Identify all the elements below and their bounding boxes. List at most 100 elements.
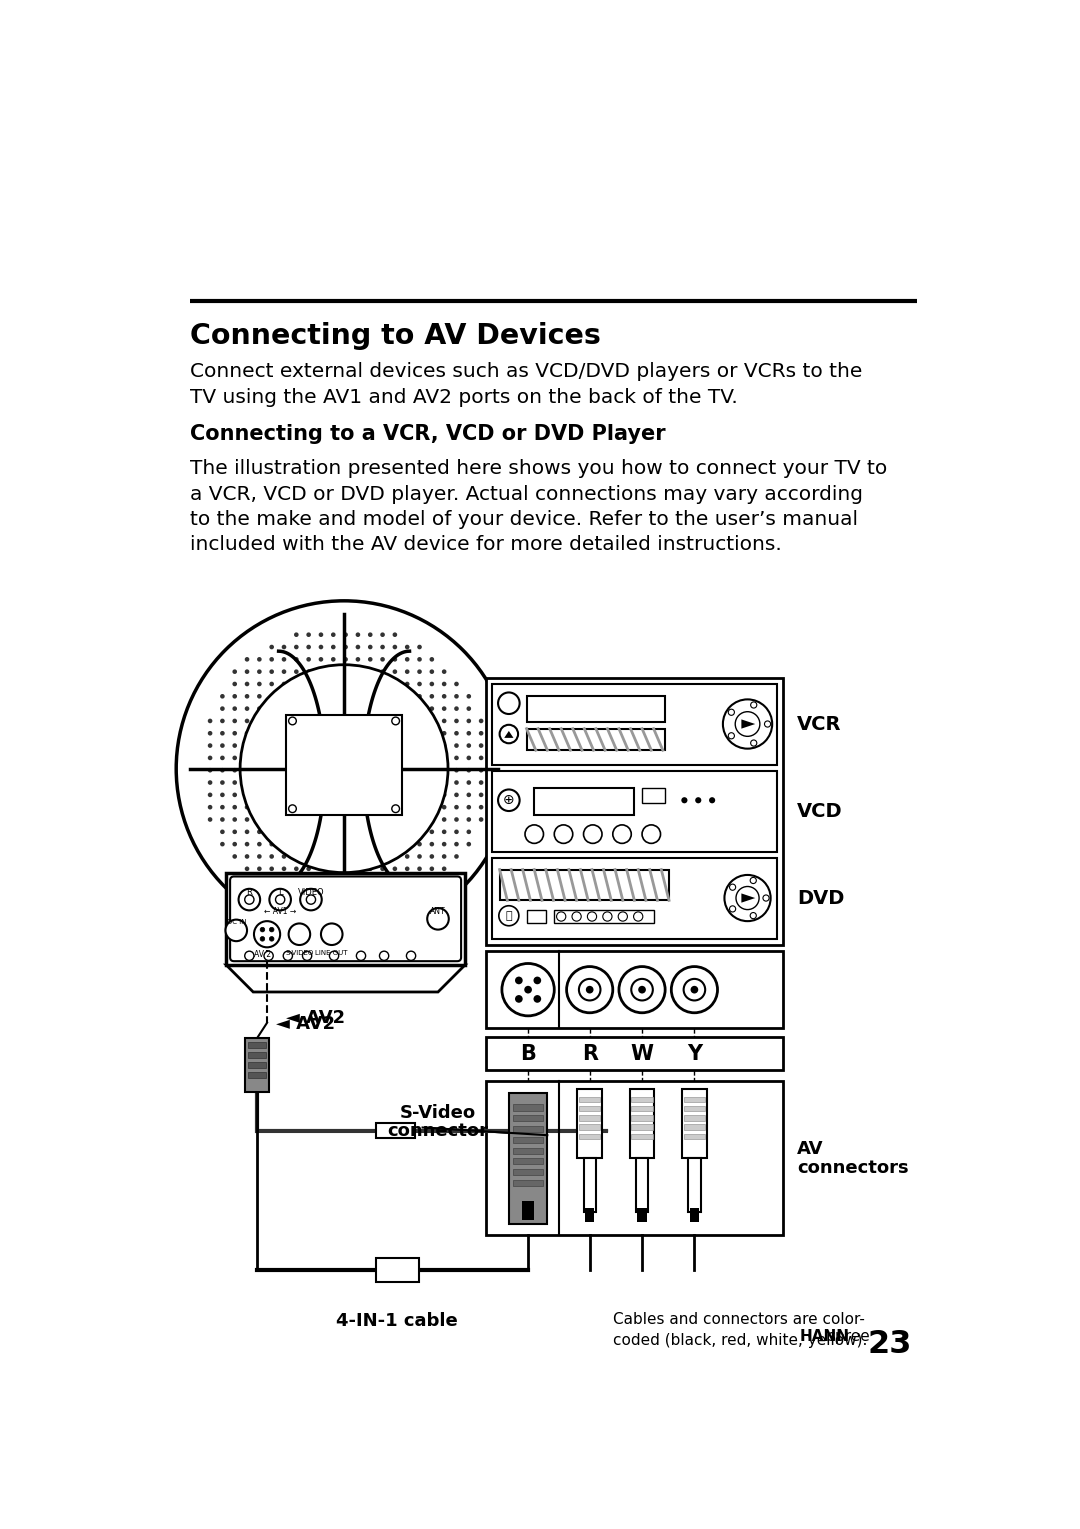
Circle shape <box>220 731 225 735</box>
Circle shape <box>307 891 311 896</box>
Circle shape <box>356 951 366 960</box>
Circle shape <box>478 743 484 748</box>
Circle shape <box>380 645 384 650</box>
Circle shape <box>232 719 237 723</box>
Circle shape <box>380 682 384 687</box>
Circle shape <box>269 830 274 835</box>
Circle shape <box>380 633 384 638</box>
Circle shape <box>405 645 409 650</box>
Circle shape <box>728 732 734 739</box>
Circle shape <box>583 824 602 844</box>
Circle shape <box>294 842 299 847</box>
Circle shape <box>257 804 261 809</box>
Circle shape <box>220 694 225 699</box>
Circle shape <box>467 743 471 748</box>
Circle shape <box>405 855 409 859</box>
Bar <box>486 1081 783 1235</box>
Bar <box>245 1038 269 1092</box>
Circle shape <box>442 768 446 772</box>
Circle shape <box>430 816 434 821</box>
Polygon shape <box>226 965 465 992</box>
Circle shape <box>264 951 273 960</box>
Circle shape <box>368 830 373 835</box>
Circle shape <box>245 731 249 735</box>
Text: R: R <box>582 1044 597 1064</box>
Circle shape <box>207 719 213 723</box>
Circle shape <box>269 645 274 650</box>
Circle shape <box>319 645 323 650</box>
Circle shape <box>294 792 299 797</box>
Circle shape <box>368 867 373 872</box>
Bar <box>247 1052 267 1058</box>
Circle shape <box>343 867 348 872</box>
Circle shape <box>232 743 237 748</box>
Text: L: L <box>278 888 283 898</box>
Circle shape <box>245 816 249 821</box>
Circle shape <box>282 879 286 884</box>
Circle shape <box>467 768 471 772</box>
Circle shape <box>498 693 519 714</box>
Circle shape <box>380 904 384 908</box>
Circle shape <box>288 717 296 725</box>
Circle shape <box>319 682 323 687</box>
Circle shape <box>380 719 384 723</box>
Circle shape <box>442 743 446 748</box>
Circle shape <box>405 842 409 847</box>
Circle shape <box>282 731 286 735</box>
Circle shape <box>392 830 397 835</box>
Circle shape <box>269 891 274 896</box>
Circle shape <box>220 719 225 723</box>
Circle shape <box>405 816 409 821</box>
Circle shape <box>442 842 446 847</box>
Circle shape <box>330 633 336 638</box>
Circle shape <box>405 657 409 662</box>
Circle shape <box>612 824 632 844</box>
Circle shape <box>428 908 449 930</box>
Circle shape <box>455 755 459 760</box>
Bar <box>632 1124 652 1130</box>
Bar <box>527 910 545 924</box>
Circle shape <box>330 670 336 674</box>
Polygon shape <box>741 893 755 902</box>
Circle shape <box>618 911 627 920</box>
Circle shape <box>245 951 254 960</box>
Bar <box>513 1170 543 1176</box>
Circle shape <box>343 891 348 896</box>
Circle shape <box>294 706 299 711</box>
Circle shape <box>294 867 299 872</box>
Circle shape <box>269 804 274 809</box>
Circle shape <box>585 986 594 994</box>
Circle shape <box>467 830 471 835</box>
Circle shape <box>245 657 249 662</box>
Circle shape <box>392 792 397 797</box>
Circle shape <box>220 780 225 784</box>
Circle shape <box>269 755 274 760</box>
Circle shape <box>232 706 237 711</box>
Bar <box>226 873 465 965</box>
Circle shape <box>330 891 336 896</box>
Circle shape <box>307 842 311 847</box>
Bar <box>509 1093 548 1223</box>
Circle shape <box>728 709 734 716</box>
Circle shape <box>294 719 299 723</box>
Circle shape <box>380 657 384 662</box>
Polygon shape <box>741 720 755 729</box>
Bar <box>513 1104 543 1110</box>
Circle shape <box>232 670 237 674</box>
Circle shape <box>307 645 311 650</box>
Circle shape <box>467 719 471 723</box>
Circle shape <box>257 855 261 859</box>
Circle shape <box>634 911 643 920</box>
Circle shape <box>319 867 323 872</box>
Bar <box>527 729 665 751</box>
Circle shape <box>220 816 225 821</box>
Bar <box>247 1072 267 1078</box>
Circle shape <box>269 706 274 711</box>
Circle shape <box>282 670 286 674</box>
Circle shape <box>330 879 336 884</box>
Circle shape <box>681 797 688 803</box>
FancyBboxPatch shape <box>230 876 461 962</box>
Text: R: R <box>246 888 253 898</box>
Circle shape <box>478 719 484 723</box>
Circle shape <box>392 694 397 699</box>
